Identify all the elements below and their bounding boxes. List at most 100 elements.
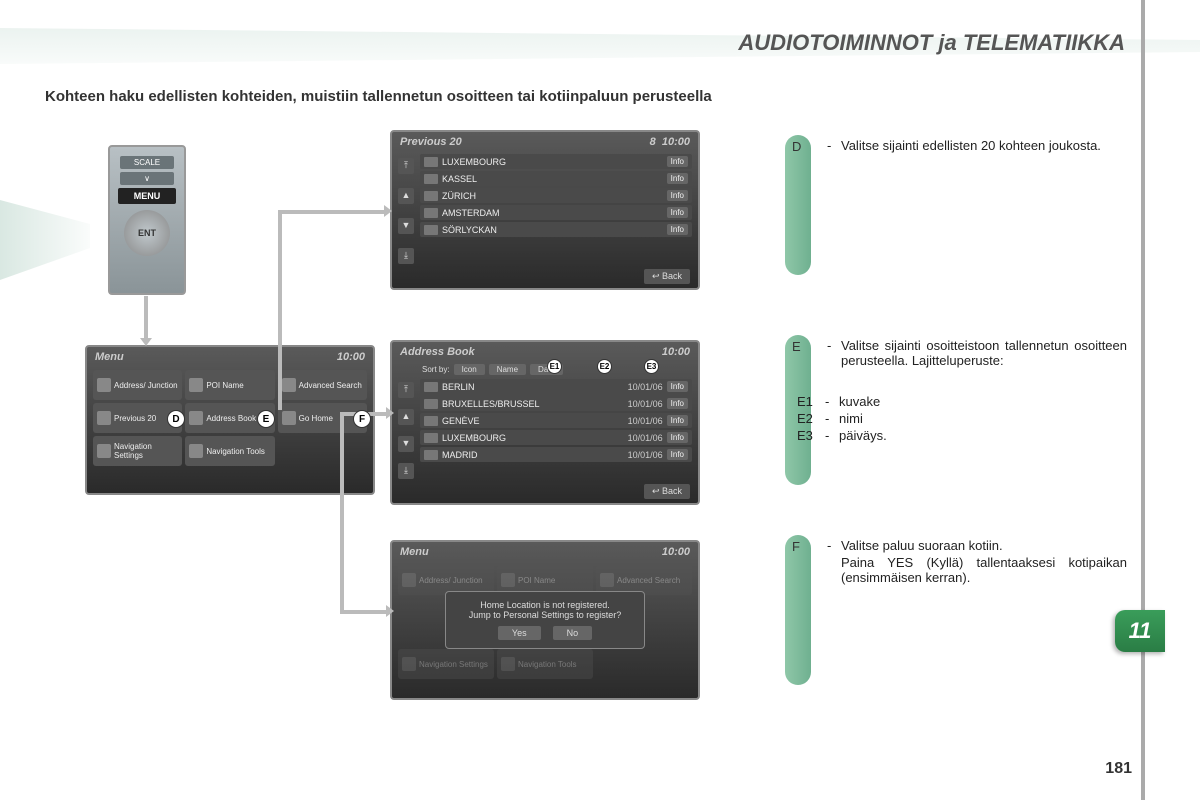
list-label: BRUXELLES/BRUSSEL <box>442 399 624 409</box>
back-button[interactable]: ↩ Back <box>644 269 690 284</box>
flag-icon <box>424 191 438 201</box>
scroll-up-button[interactable]: ▲ <box>398 409 414 425</box>
flag-icon <box>424 174 438 184</box>
arrow-head-down-icon <box>140 338 152 346</box>
sort-icon-button[interactable]: Icon <box>454 364 485 375</box>
side-e2-text: nimi <box>839 411 1127 426</box>
back-label: Back <box>662 486 682 496</box>
list-item[interactable]: SÖRLYCKANInfo <box>420 222 692 237</box>
page-subtitle: Kohteen haku edellisten kohteiden, muist… <box>45 88 712 105</box>
info-button[interactable]: Info <box>667 207 688 218</box>
menu-item-poi[interactable]: POI Name <box>185 370 274 400</box>
info-button[interactable]: Info <box>667 224 688 235</box>
menu-button[interactable]: MENU <box>118 188 176 204</box>
scroll-top-button[interactable]: ⤒ <box>398 158 414 174</box>
pin-icon <box>424 382 438 392</box>
list-item[interactable]: LUXEMBOURG10/01/06Info <box>420 430 692 445</box>
poi-icon <box>501 573 515 587</box>
address-book-icon <box>189 411 203 425</box>
menu-item-nav-tools[interactable]: Navigation Tools <box>185 436 274 466</box>
menu-item-label: Navigation Settings <box>114 442 178 460</box>
prev20-icon <box>97 411 111 425</box>
list-item[interactable]: BRUXELLES/BRUSSEL 10/01/06 Info <box>420 396 692 411</box>
no-button[interactable]: No <box>553 626 593 640</box>
list-label: GENÈVE <box>442 416 624 426</box>
list-item[interactable]: KASSELInfo <box>420 171 692 186</box>
yes-button[interactable]: Yes <box>498 626 541 640</box>
badge-e2: E2 <box>597 359 612 374</box>
scroll-up-button[interactable]: ▲ <box>398 188 414 204</box>
scroll-bottom-button[interactable]: ⤓ <box>398 248 414 264</box>
address-icon <box>97 378 111 392</box>
side-e-text: Valitse sijainti osoitteistoon tallennet… <box>841 338 1127 368</box>
sort-name-button[interactable]: Name <box>489 364 526 375</box>
pill-d: D <box>785 135 811 275</box>
info-button[interactable]: Info <box>667 432 688 443</box>
list-item[interactable]: AMSTERDAMInfo <box>420 205 692 220</box>
menu-item-label: Advanced Search <box>617 576 680 585</box>
side-d-text: Valitse sijainti edellisten 20 kohteen j… <box>841 138 1127 153</box>
menu-item-label: Previous 20 <box>114 414 156 423</box>
background-swoosh-left <box>0 200 90 280</box>
menu-item-label: POI Name <box>206 381 243 390</box>
back-button[interactable]: ↩ Back <box>644 484 690 499</box>
list-item[interactable]: GENÈVE10/01/06Info <box>420 413 692 428</box>
badge-e: E <box>257 410 275 428</box>
pin-icon <box>424 433 438 443</box>
list-date: 10/01/06 <box>628 399 663 409</box>
badge-e1: E1 <box>547 359 562 374</box>
info-button[interactable]: Info <box>667 449 688 460</box>
side-e2-key: E2 <box>797 411 825 426</box>
home-screen: Menu 10:00 Address/ Junction POI Name Ad… <box>390 540 700 700</box>
list-label: AMSTERDAM <box>442 208 667 218</box>
sort-by-label: Sort by: <box>422 365 450 374</box>
info-button[interactable]: Info <box>667 156 688 167</box>
prev20-count: 8 <box>650 136 656 148</box>
list-item[interactable]: ZÜRICHInfo <box>420 188 692 203</box>
scroll-top-button[interactable]: ⤒ <box>398 382 414 398</box>
address-icon <box>402 573 416 587</box>
menu-item-address[interactable]: Address/ Junction <box>93 370 182 400</box>
flag-icon <box>424 208 438 218</box>
list-label: KASSEL <box>442 174 667 184</box>
scale-button[interactable]: SCALE <box>120 156 174 169</box>
settings-icon <box>97 444 111 458</box>
info-button[interactable]: Info <box>667 398 688 409</box>
pill-f-label: F <box>792 539 800 554</box>
list-date: 10/01/06 <box>628 382 663 392</box>
menu-item-advanced[interactable]: Advanced Search <box>278 370 367 400</box>
pin-icon <box>424 399 438 409</box>
info-button[interactable]: Info <box>667 415 688 426</box>
scale-down-button[interactable]: ∨ <box>120 172 174 185</box>
addr-title: Address Book <box>400 346 475 358</box>
advanced-icon <box>600 573 614 587</box>
list-item[interactable]: BERLIN10/01/06Info <box>420 379 692 394</box>
tools-icon <box>501 657 515 671</box>
arrow-line <box>278 210 388 214</box>
home-icon <box>282 411 296 425</box>
list-item[interactable]: MADRID10/01/06Info <box>420 447 692 462</box>
scroll-bottom-button[interactable]: ⤓ <box>398 463 414 479</box>
scroll-down-button[interactable]: ▼ <box>398 436 414 452</box>
settings-icon <box>402 657 416 671</box>
list-date: 10/01/06 <box>628 433 663 443</box>
menu-item-label: Navigation Settings <box>419 660 488 669</box>
home-title: Menu <box>400 546 429 558</box>
list-item[interactable]: LUXEMBOURGInfo <box>420 154 692 169</box>
clock: 10:00 <box>662 346 690 358</box>
scroll-down-button[interactable]: ▼ <box>398 218 414 234</box>
info-button[interactable]: Info <box>667 173 688 184</box>
menu-item-nav-settings[interactable]: Navigation Settings <box>93 436 182 466</box>
clock: 10:00 <box>662 546 690 558</box>
info-button[interactable]: Info <box>667 190 688 201</box>
chapter-tab: 11 <box>1115 610 1165 652</box>
menu-item-label: Go Home <box>299 414 333 423</box>
previous20-screen: Previous 20 8 10:00 ⤒ ▲ ▼ ⤓ LUXEMBOURGIn… <box>390 130 700 290</box>
side-e3-text: päiväys. <box>839 428 1127 443</box>
ent-dial[interactable]: ENT <box>124 210 170 256</box>
info-button[interactable]: Info <box>667 381 688 392</box>
pin-icon <box>424 416 438 426</box>
tools-icon <box>189 444 203 458</box>
prev20-title: Previous 20 <box>400 136 462 148</box>
list-date: 10/01/06 <box>628 450 663 460</box>
